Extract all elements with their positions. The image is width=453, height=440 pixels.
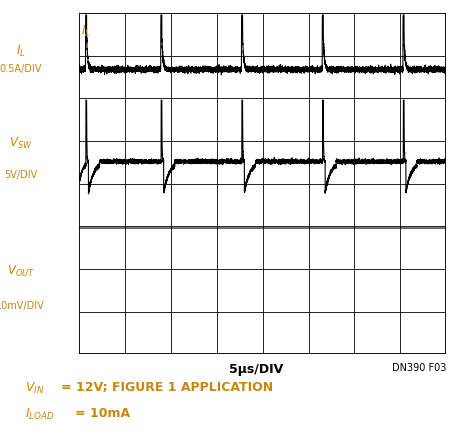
Text: $V_{OUT}$: $V_{OUT}$: [6, 264, 34, 279]
Text: $I_L$: $I_L$: [81, 23, 91, 39]
Text: = 12V; FIGURE 1 APPLICATION: = 12V; FIGURE 1 APPLICATION: [61, 381, 273, 394]
Text: $I_{LOAD}$: $I_{LOAD}$: [25, 407, 55, 422]
Text: $V_{SW}$: $V_{SW}$: [9, 136, 33, 151]
Text: $V_{IN}$: $V_{IN}$: [25, 381, 44, 396]
Text: $I_L$: $I_L$: [16, 44, 25, 59]
Text: 10mV/DIV: 10mV/DIV: [0, 301, 45, 311]
Text: DN390 F03: DN390 F03: [392, 363, 446, 373]
Text: = 10mA: = 10mA: [75, 407, 130, 420]
Text: 0.5A/DIV: 0.5A/DIV: [0, 64, 42, 73]
Text: 5μs/DIV: 5μs/DIV: [229, 363, 283, 376]
Text: 5V/DIV: 5V/DIV: [4, 170, 37, 180]
